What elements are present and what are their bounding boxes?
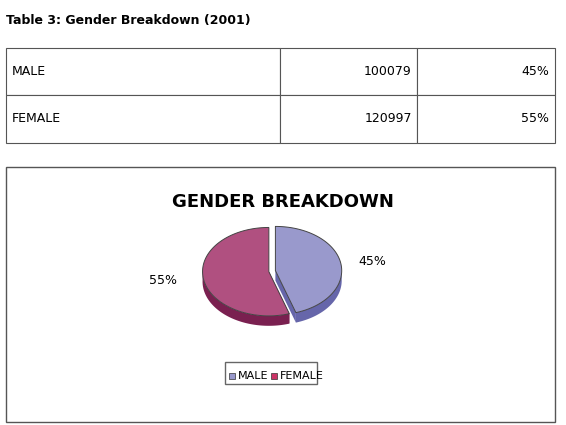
Text: Table 3: Gender Breakdown (2001): Table 3: Gender Breakdown (2001)	[6, 14, 250, 27]
Text: 55%: 55%	[521, 113, 549, 125]
Text: 100079: 100079	[364, 65, 412, 78]
Text: 120997: 120997	[365, 113, 412, 125]
Bar	[229, 373, 234, 379]
Polygon shape	[296, 271, 342, 323]
Text: 55%: 55%	[149, 274, 177, 287]
Bar	[6, 95, 280, 143]
Bar	[418, 95, 555, 143]
Polygon shape	[203, 272, 289, 326]
Text: MALE: MALE	[238, 371, 268, 380]
Polygon shape	[276, 227, 342, 313]
Polygon shape	[203, 227, 289, 316]
Bar	[280, 48, 418, 95]
Text: GENDER BREAKDOWN: GENDER BREAKDOWN	[172, 193, 394, 211]
Bar	[418, 48, 555, 95]
Text: 45%: 45%	[521, 65, 549, 78]
Bar	[225, 362, 318, 384]
Bar	[6, 48, 280, 95]
Polygon shape	[276, 271, 296, 323]
Bar	[271, 373, 277, 379]
Text: FEMALE: FEMALE	[11, 113, 61, 125]
Text: FEMALE: FEMALE	[280, 371, 324, 380]
Polygon shape	[269, 272, 289, 324]
Bar	[280, 95, 418, 143]
Text: 45%: 45%	[358, 255, 386, 269]
Text: MALE: MALE	[11, 65, 45, 78]
